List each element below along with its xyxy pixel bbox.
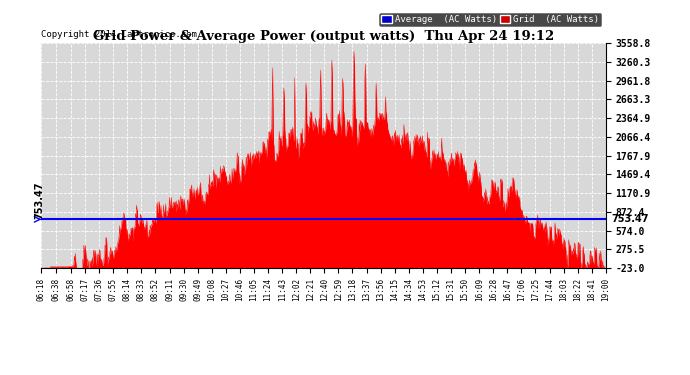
Legend: Average  (AC Watts), Grid  (AC Watts): Average (AC Watts), Grid (AC Watts) xyxy=(379,13,601,26)
Title: Grid Power & Average Power (output watts)  Thu Apr 24 19:12: Grid Power & Average Power (output watts… xyxy=(93,30,554,43)
Text: 753.47: 753.47 xyxy=(34,182,44,219)
Text: Copyright 2014 Cartronics.com: Copyright 2014 Cartronics.com xyxy=(41,30,197,39)
Text: 753.47: 753.47 xyxy=(611,214,649,224)
